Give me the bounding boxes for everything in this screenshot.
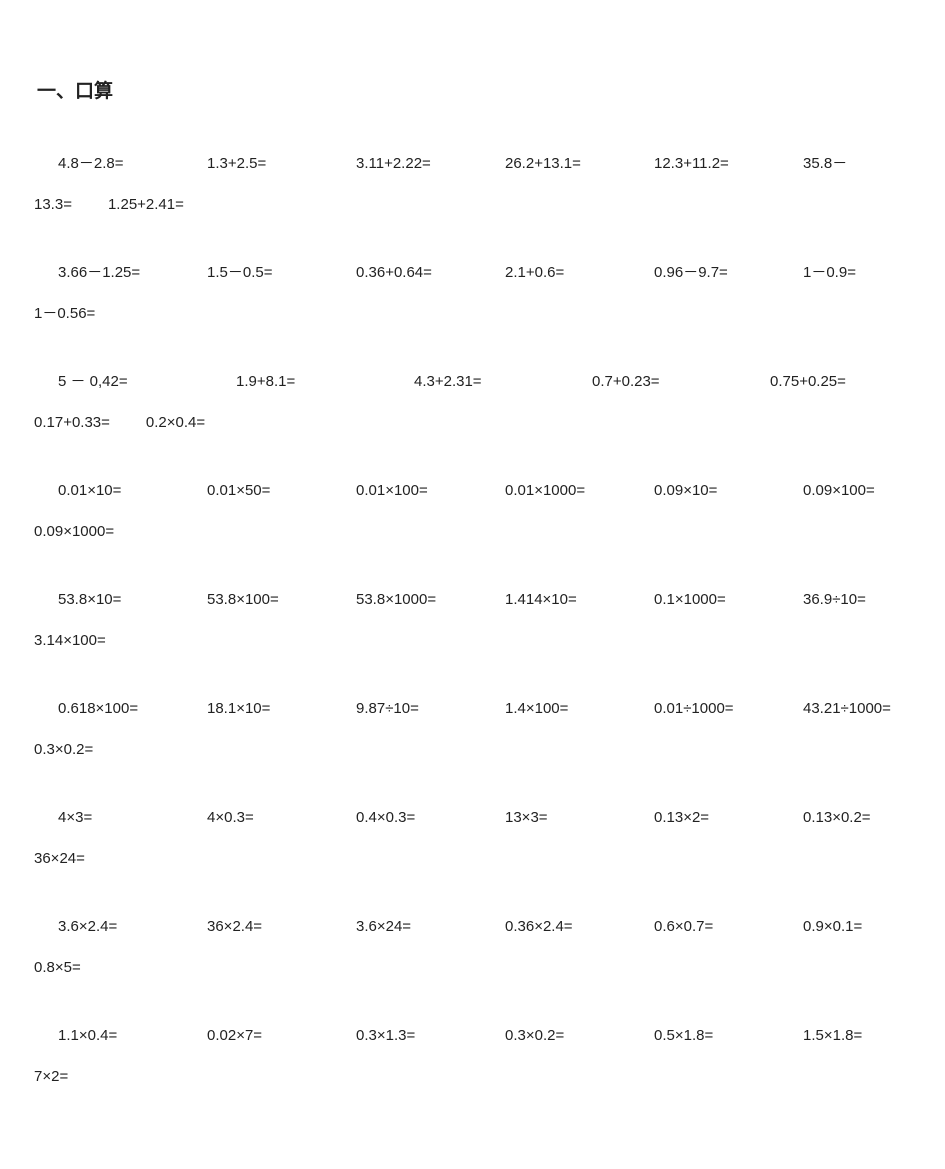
problem-row-wrap: 13.3= 1.25+2.41= [34,189,911,221]
math-expression: 7×2= [34,1061,68,1093]
math-expression: 4.3+2.31= [414,366,592,398]
math-expression: 0.01×1000= [505,475,654,507]
math-expression: 0.3×0.2= [505,1020,654,1052]
problem-row-wrap: 36×24= [34,843,911,875]
problem-group: 5 － 0,42=1.9+8.1=4.3+2.31=0.7+0.23=0.75+… [34,366,911,439]
math-expression: 13×3= [505,802,654,834]
problem-row: 4.8－2.8=1.3+2.5=3.11+2.22=26.2+13.1=12.3… [34,148,911,180]
math-expression: 0.36+0.64= [356,257,505,289]
problem-row: 3.6×2.4=36×2.4=3.6×24=0.36×2.4=0.6×0.7=0… [34,911,911,943]
math-expression: 1－0.56= [34,298,95,330]
math-expression: 0.3×0.2= [34,734,93,766]
problem-group: 0.01×10=0.01×50=0.01×100=0.01×1000=0.09×… [34,475,911,548]
math-expression: 1－0.9= [803,257,945,289]
math-expression: 3.11+2.22= [356,148,505,180]
math-expression: 0.01×50= [207,475,356,507]
math-expression: 4.8－2.8= [58,148,207,180]
math-expression: 5 － 0,42= [58,366,236,398]
math-expression: 36×24= [34,843,85,875]
math-expression: 9.87÷10= [356,693,505,725]
problem-row-wrap: 7×2= [34,1061,911,1093]
math-expression: 18.1×10= [207,693,356,725]
problem-row: 53.8×10=53.8×100=53.8×1000=1.414×10=0.1×… [34,584,911,616]
problem-row-wrap: 1－0.56= [34,298,911,330]
problem-group: 0.618×100=18.1×10=9.87÷10=1.4×100=0.01÷1… [34,693,911,766]
problem-row-wrap: 0.8×5= [34,952,911,984]
math-expression: 0.09×10= [654,475,803,507]
problems-container: 4.8－2.8=1.3+2.5=3.11+2.22=26.2+13.1=12.3… [34,148,911,1093]
math-expression: 36×2.4= [207,911,356,943]
worksheet-page: 一、口算 4.8－2.8=1.3+2.5=3.11+2.22=26.2+13.1… [0,0,945,1169]
math-expression: 0.2×0.4= [146,407,205,439]
math-expression: 0.17+0.33= [34,407,110,439]
problem-row-wrap: 3.14×100= [34,625,911,657]
math-expression: 0.75+0.25= [770,366,945,398]
math-expression: 0.6×0.7= [654,911,803,943]
math-expression: 3.6×2.4= [58,911,207,943]
problem-row: 5 － 0,42=1.9+8.1=4.3+2.31=0.7+0.23=0.75+… [34,366,911,398]
problem-row: 1.1×0.4=0.02×7=0.3×1.3=0.3×0.2=0.5×1.8=1… [34,1020,911,1052]
math-expression: 0.4×0.3= [356,802,505,834]
math-expression: 1.25+2.41= [108,189,184,221]
math-expression: 0.96－9.7= [654,257,803,289]
math-expression: 1.9+8.1= [236,366,414,398]
math-expression: 0.01×10= [58,475,207,507]
section-heading: 一、口算 [34,72,911,112]
math-expression: 0.9×0.1= [803,911,945,943]
problem-row-wrap: 0.3×0.2= [34,734,911,766]
math-expression: 43.21÷1000= [803,693,945,725]
math-expression: 0.09×100= [803,475,945,507]
math-expression: 13.3= [34,189,72,221]
math-expression: 2.1+0.6= [505,257,654,289]
math-expression: 0.3×1.3= [356,1020,505,1052]
math-expression: 0.7+0.23= [592,366,770,398]
problem-row-wrap: 0.09×1000= [34,516,911,548]
problem-group: 1.1×0.4=0.02×7=0.3×1.3=0.3×0.2=0.5×1.8=1… [34,1020,911,1093]
math-expression: 0.02×7= [207,1020,356,1052]
math-expression: 0.1×1000= [654,584,803,616]
math-expression: 1.1×0.4= [58,1020,207,1052]
math-expression: 53.8×10= [58,584,207,616]
math-expression: 4×3= [58,802,207,834]
problem-row: 4×3=4×0.3=0.4×0.3=13×3=0.13×2=0.13×0.2= [34,802,911,834]
math-expression: 0.13×0.2= [803,802,945,834]
math-expression: 3.66－1.25= [58,257,207,289]
math-expression: 0.13×2= [654,802,803,834]
math-expression: 0.09×1000= [34,516,114,548]
math-expression: 3.14×100= [34,625,106,657]
problem-group: 4.8－2.8=1.3+2.5=3.11+2.22=26.2+13.1=12.3… [34,148,911,221]
math-expression: 1.4×100= [505,693,654,725]
problem-group: 3.6×2.4=36×2.4=3.6×24=0.36×2.4=0.6×0.7= 0… [34,911,911,984]
math-expression: 1.3+2.5= [207,148,356,180]
problem-group: 4×3=4×0.3=0.4×0.3=13×3=0.13×2=0.13×0.2=3… [34,802,911,875]
math-expression: 53.8×100= [207,584,356,616]
math-expression: 1.414×10= [505,584,654,616]
math-expression: 1.5－0.5= [207,257,356,289]
problem-row-wrap: 0.17+0.33= 0.2×0.4= [34,407,911,439]
math-expression: 0.8×5= [34,952,81,984]
problem-group: 3.66－1.25=1.5－0.5=0.36+0.64=2.1+0.6=0.96… [34,257,911,330]
math-expression: 12.3+11.2= [654,148,803,180]
problem-row: 3.66－1.25=1.5－0.5=0.36+0.64=2.1+0.6=0.96… [34,257,911,289]
math-expression: 3.6×24= [356,911,505,943]
math-expression: 0.618×100= [58,693,207,725]
problem-row: 0.618×100=18.1×10=9.87÷10=1.4×100=0.01÷1… [34,693,911,725]
math-expression: 4×0.3= [207,802,356,834]
math-expression: 0.01×100= [356,475,505,507]
math-expression: 53.8×1000= [356,584,505,616]
math-expression: 36.9÷10= [803,584,945,616]
math-expression: 0.36×2.4= [505,911,654,943]
math-expression: 35.8－ [803,148,945,180]
math-expression: 1.5×1.8= [803,1020,945,1052]
math-expression: 26.2+13.1= [505,148,654,180]
problem-group: 53.8×10=53.8×100=53.8×1000=1.414×10=0.1×… [34,584,911,657]
problem-row: 0.01×10=0.01×50=0.01×100=0.01×1000=0.09×… [34,475,911,507]
math-expression: 0.01÷1000= [654,693,803,725]
math-expression: 0.5×1.8= [654,1020,803,1052]
